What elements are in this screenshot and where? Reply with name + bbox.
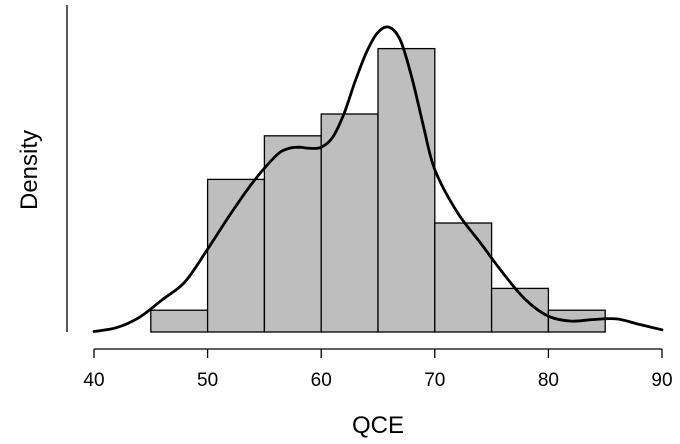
histogram-bar-70-75	[434, 222, 493, 333]
y-axis-title: Density	[16, 130, 43, 210]
x-tick-label-60: 60	[311, 370, 332, 391]
histogram-bar-45-50	[150, 309, 209, 333]
x-tick-label-90: 90	[651, 370, 672, 391]
histogram-bar-55-60	[263, 135, 322, 333]
histogram-bar-60-65	[320, 113, 379, 333]
x-tick-label-50: 50	[197, 370, 218, 391]
density-curve	[92, 25, 664, 333]
x-tick-label-70: 70	[424, 370, 445, 391]
histogram-bar-50-55	[206, 178, 266, 333]
histogram-bar-65-70	[377, 47, 436, 333]
x-tick-label-80: 80	[538, 370, 559, 391]
x-axis-title: QCE	[352, 412, 404, 439]
histogram-bars	[150, 47, 606, 333]
x-axis-ticks: 40 50 60 70 80 90	[83, 349, 673, 391]
x-tick-label-40: 40	[83, 370, 104, 391]
